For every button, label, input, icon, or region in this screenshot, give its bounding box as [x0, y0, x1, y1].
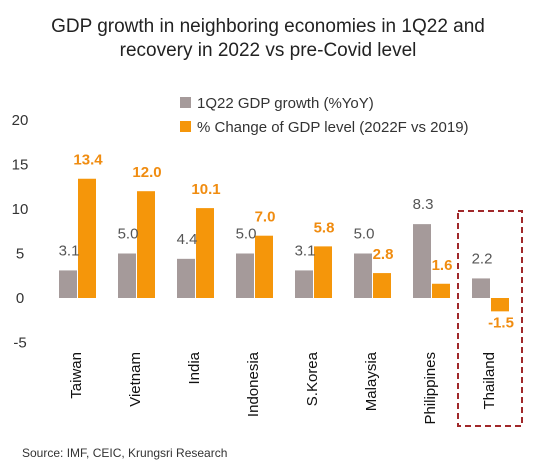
bar-gdp-growth-taiwan — [59, 270, 77, 298]
bar-gdp-level-change-philippines — [432, 283, 450, 298]
category-label-malaysia: Malaysia — [363, 351, 380, 411]
data-label-gdp-level-change-thailand: -1.5 — [488, 314, 514, 331]
category-label-indonesia: Indonesia — [245, 351, 262, 417]
source-note: Source: IMF, CEIC, Krungsri Research — [22, 446, 227, 460]
category-label-s-korea: S.Korea — [304, 351, 321, 406]
bar-gdp-level-change-vietnam — [137, 191, 155, 298]
y-tick-label: 20 — [12, 112, 29, 129]
legend: 1Q22 GDP growth (%YoY) % Change of GDP l… — [180, 95, 469, 136]
chart-title-line-1: GDP growth in neighboring economies in 1… — [51, 16, 485, 37]
legend-swatch-gdp-level-change — [180, 121, 191, 132]
data-label-gdp-level-change-vietnam: 12.0 — [132, 164, 161, 181]
data-label-gdp-level-change-s-korea: 5.8 — [314, 219, 335, 236]
category-label-thailand: Thailand — [481, 352, 498, 410]
data-label-gdp-growth-s-korea: 3.1 — [295, 242, 316, 259]
y-axis-ticks: -5 0 5 10 15 20 — [12, 112, 29, 352]
y-tick-label: 0 — [16, 290, 24, 307]
highlight-group — [457, 210, 523, 427]
data-label-gdp-level-change-philippines: 1.6 — [432, 257, 453, 274]
chart-title-line-2: recovery in 2022 vs pre-Covid level — [120, 40, 417, 61]
highlight-box-thailand — [457, 210, 523, 427]
data-label-gdp-growth-philippines: 8.3 — [413, 196, 434, 213]
bar-gdp-growth-vietnam — [118, 253, 136, 298]
data-label-gdp-level-change-malaysia: 2.8 — [373, 246, 394, 263]
bar-gdp-growth-thailand — [472, 278, 490, 298]
data-label-gdp-growth-taiwan: 3.1 — [59, 242, 80, 259]
data-label-gdp-growth-vietnam: 5.0 — [118, 226, 139, 243]
category-label-taiwan: Taiwan — [68, 352, 85, 399]
data-label-gdp-growth-indonesia: 5.0 — [236, 226, 257, 243]
legend-label-gdp-level-change: % Change of GDP level (2022F vs 2019) — [197, 119, 469, 136]
y-tick-label: 5 — [16, 246, 24, 263]
data-label-gdp-growth-thailand: 2.2 — [472, 250, 493, 267]
y-tick-label: 15 — [12, 157, 29, 174]
bar-gdp-level-change-s-korea — [314, 246, 332, 298]
category-label-philippines: Philippines — [422, 352, 439, 425]
bar-gdp-level-change-malaysia — [373, 273, 391, 298]
x-axis-category-labels: Taiwan Vietnam India Indonesia S.Korea Malays… — [68, 351, 498, 424]
bar-gdp-growth-indonesia — [236, 253, 254, 298]
y-tick-label: -5 — [13, 335, 26, 352]
category-label-india: India — [186, 351, 203, 384]
bar-gdp-level-change-thailand — [491, 298, 509, 312]
data-label-gdp-level-change-indonesia: 7.0 — [255, 209, 276, 226]
bar-gdp-growth-philippines — [413, 224, 431, 298]
bar-gdp-level-change-india — [196, 208, 214, 298]
data-label-gdp-level-change-india: 10.1 — [191, 181, 220, 198]
bar-gdp-growth-malaysia — [354, 253, 372, 298]
data-label-gdp-growth-india: 4.4 — [177, 231, 198, 248]
data-label-gdp-level-change-taiwan: 13.4 — [73, 152, 103, 169]
category-label-vietnam: Vietnam — [127, 352, 144, 407]
bar-gdp-level-change-indonesia — [255, 235, 273, 298]
legend-swatch-gdp-growth — [180, 97, 191, 108]
bar-gdp-growth-s-korea — [295, 270, 313, 298]
data-labels-group: 3.113.45.012.04.410.15.07.03.15.8 5.02.88… — [59, 152, 514, 332]
bars-group — [59, 178, 509, 312]
bar-gdp-growth-india — [177, 258, 195, 298]
y-tick-label: 10 — [12, 201, 29, 218]
data-label-gdp-growth-malaysia: 5.0 — [354, 226, 375, 243]
bar-gdp-level-change-taiwan — [78, 178, 96, 298]
legend-label-gdp-growth: 1Q22 GDP growth (%YoY) — [197, 95, 374, 112]
